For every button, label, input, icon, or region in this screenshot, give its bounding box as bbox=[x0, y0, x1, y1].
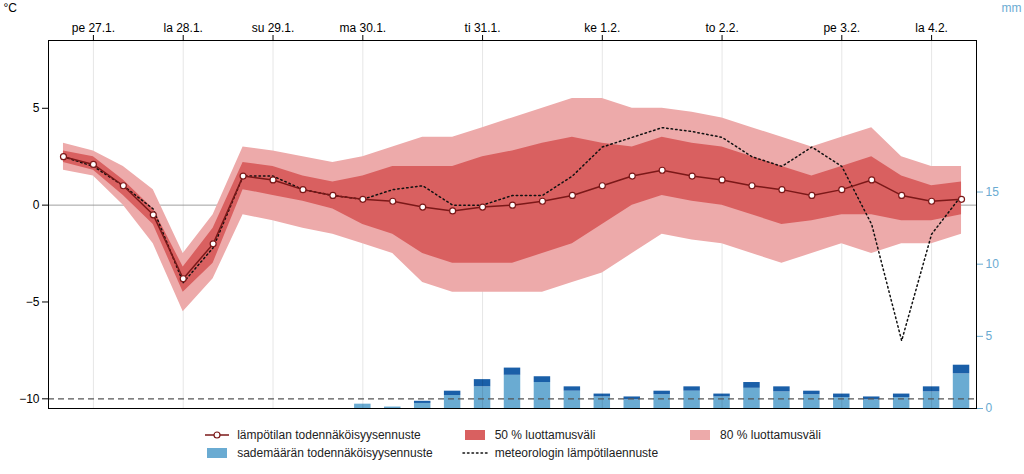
svg-text:su 29.1.: su 29.1. bbox=[252, 21, 295, 35]
svg-text:5: 5 bbox=[33, 101, 40, 115]
svg-text:°C: °C bbox=[4, 1, 18, 15]
svg-text:10: 10 bbox=[986, 257, 1000, 271]
svg-text:5: 5 bbox=[986, 329, 993, 343]
svg-text:la 4.2.: la 4.2. bbox=[915, 21, 948, 35]
svg-text:−10: −10 bbox=[19, 392, 40, 406]
svg-text:0: 0 bbox=[986, 401, 993, 415]
svg-text:ke 1.2.: ke 1.2. bbox=[584, 21, 620, 35]
html-text:80 % luottamusväli: 80 % luottamusväli bbox=[720, 428, 821, 442]
html-text:meteorologin lämpötilaennuste: meteorologin lämpötilaennuste bbox=[494, 446, 659, 460]
svg-text:mm: mm bbox=[1002, 1, 1022, 15]
svg-text:ma 30.1.: ma 30.1. bbox=[339, 21, 386, 35]
html-text:sademäärän todennäköisyysennus: sademäärän todennäköisyysennuste bbox=[237, 446, 433, 460]
svg-text:pe 3.2.: pe 3.2. bbox=[823, 21, 860, 35]
svg-text:15: 15 bbox=[986, 185, 1000, 199]
svg-text:to 2.2.: to 2.2. bbox=[705, 21, 738, 35]
svg-text:la 28.1.: la 28.1. bbox=[164, 21, 203, 35]
html-text:50 % luottamusväli: 50 % luottamusväli bbox=[494, 428, 596, 442]
svg-text:−5: −5 bbox=[26, 295, 40, 309]
svg-text:ti 31.1.: ti 31.1. bbox=[465, 21, 501, 35]
html-text:lämpötilan todennäköisyysennus: lämpötilan todennäköisyysennuste bbox=[237, 428, 421, 442]
svg-text:0: 0 bbox=[33, 198, 40, 212]
svg-text:pe 27.1.: pe 27.1. bbox=[72, 21, 115, 35]
